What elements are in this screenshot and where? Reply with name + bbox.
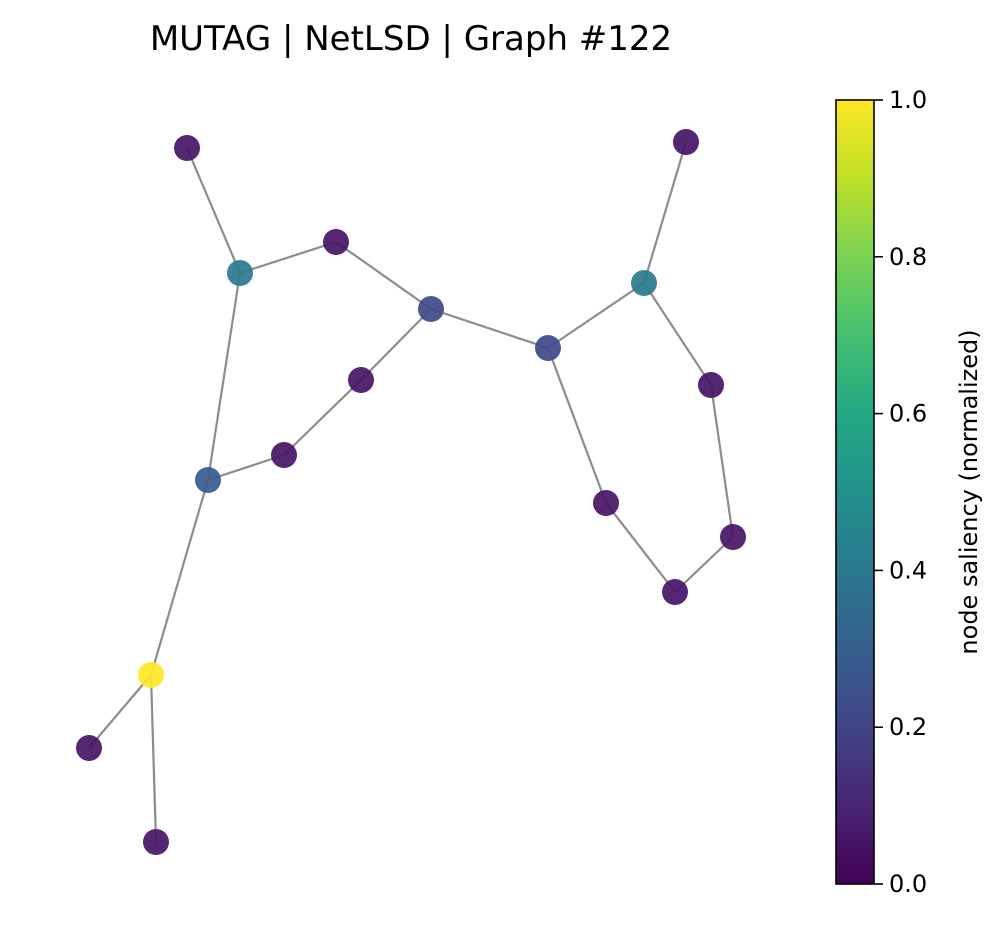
- graph-edge: [206, 272, 242, 481]
- graph-node: [323, 229, 349, 255]
- figure-title: MUTAG | NetLSD | Graph #122: [150, 19, 672, 59]
- graph-node: [195, 467, 221, 493]
- colorbar-gradient: [835, 99, 875, 885]
- graph-edge: [360, 308, 432, 381]
- graph-edge: [283, 379, 362, 456]
- graph-edge: [149, 479, 210, 676]
- colorbar-tick-label: 0.8: [889, 243, 927, 271]
- graph-node: [662, 579, 688, 605]
- nodes: [76, 129, 746, 855]
- graph-node: [348, 367, 374, 393]
- graph-edge: [430, 307, 549, 350]
- graph-node: [535, 335, 561, 361]
- colorbar-ticks: 0.0 0.2 0.4 0.6 0.8 1.0: [874, 86, 927, 898]
- colorbar: 0.0 0.2 0.4 0.6 0.8 1.0 node saliency (normal…: [835, 86, 983, 898]
- graph: [76, 129, 746, 855]
- graph-edge: [546, 347, 608, 504]
- colorbar-label: node saliency (normalized): [955, 329, 983, 654]
- graph-edge: [149, 674, 158, 843]
- colorbar-tick-label: 0.6: [889, 400, 927, 428]
- graph-node: [698, 372, 724, 398]
- graph-edge: [335, 241, 432, 310]
- graph-edge: [88, 674, 152, 749]
- colorbar-tick-label: 0.4: [889, 556, 927, 584]
- colorbar-tick-label: 0.0: [889, 870, 927, 898]
- graph-node: [593, 490, 619, 516]
- graph-edge: [642, 141, 688, 284]
- graph-node: [631, 270, 657, 296]
- graph-edge: [605, 502, 676, 593]
- colorbar-tick-label: 1.0: [889, 86, 927, 114]
- edges: [88, 141, 735, 843]
- graph-edge: [239, 240, 337, 275]
- graph-node: [174, 135, 200, 161]
- graph-node: [720, 524, 746, 550]
- graph-node: [227, 260, 253, 286]
- graph-edge: [185, 147, 242, 274]
- graph-edge: [547, 282, 645, 349]
- graph-node: [271, 442, 297, 468]
- graph-edge: [207, 453, 285, 482]
- graph-node: [673, 129, 699, 155]
- graph-node: [143, 829, 169, 855]
- graph-edge: [709, 384, 735, 538]
- graph-edge: [643, 282, 712, 386]
- graph-edge: [674, 536, 734, 593]
- colorbar-tick-label: 0.2: [889, 713, 927, 741]
- graph-node: [76, 735, 102, 761]
- graph-node: [418, 296, 444, 322]
- graph-node: [138, 662, 164, 688]
